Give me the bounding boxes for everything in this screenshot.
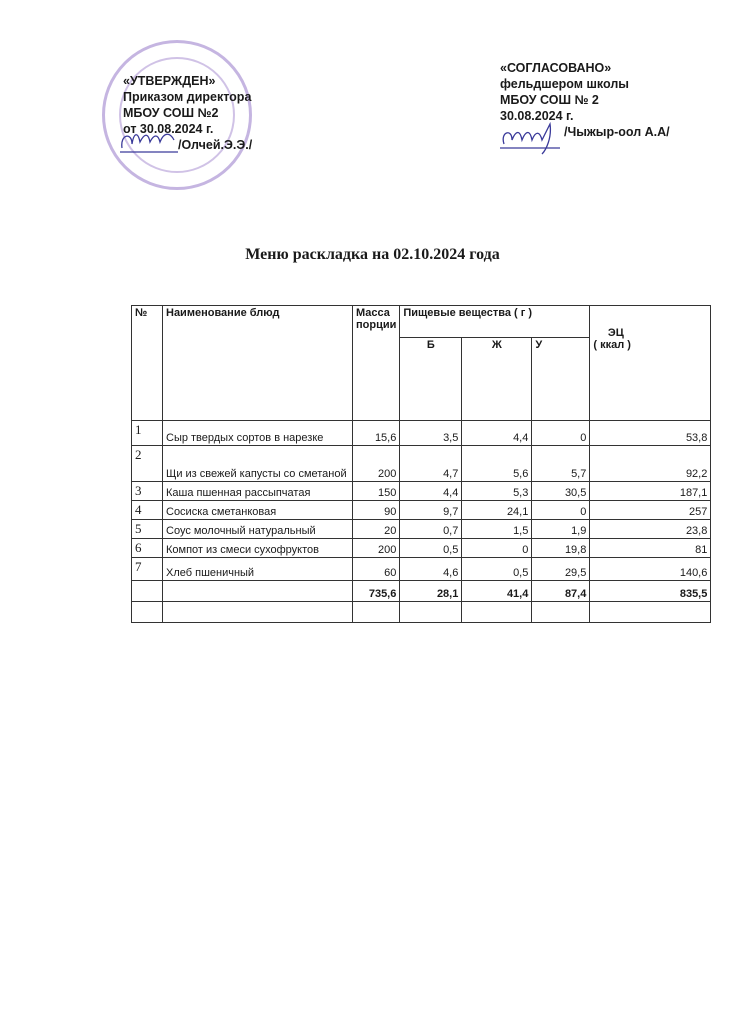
protein-value: 4,6 [399,557,463,581]
mass-value: 200 [351,538,401,558]
energy-value: 81 [589,538,712,558]
table-row: 2 Щи из свежей капусты со сметаной 200 4,7 5… [131,445,712,482]
fat-value: 24,1 [461,500,533,520]
fat-value: 5,3 [461,481,533,501]
table-row: 7 Хлеб пшеничный 60 4,6 0,5 29,5 140,6 [131,557,712,581]
mass-value: 20 [351,519,401,539]
header-energy: ЭЦ ( ккал ) [589,305,712,421]
carb-value: 30,5 [531,481,591,501]
agreement-line: 30.08.2024 г. [500,109,574,123]
row-number: 3 [131,481,163,501]
header-name: Наименование блюд [162,305,353,421]
mass-value: 90 [351,500,401,520]
total-zh: 41,4 [461,580,533,602]
approval-block: «УТВЕРЖДЕН» Приказом директора МБОУ СОШ … [123,73,252,153]
total-e: 835,5 [589,580,712,602]
school-stamp [102,40,252,190]
agreement-line: фельдшером школы [500,77,629,91]
director-signature [120,133,178,153]
mass-value: 15,6 [351,420,401,446]
carb-value: 0 [531,420,591,446]
row-number: 1 [131,420,163,446]
total-mass: 735,6 [351,580,401,602]
protein-value: 9,7 [399,500,463,520]
protein-value: 0,7 [399,519,463,539]
energy-value: 187,1 [589,481,712,501]
protein-value: 0,5 [399,538,463,558]
energy-value: 257 [589,500,712,520]
approval-line: от 30.08.2024 г. [123,122,214,136]
protein-value: 4,4 [399,481,463,501]
header-energy-unit: ( ккал ) [593,338,631,351]
carb-value: 29,5 [531,557,591,581]
dish-name: Каша пшенная рассыпчатая [162,481,353,501]
header-b: Б [399,337,463,421]
carb-value: 1,9 [531,519,591,539]
agreement-signer: /Чыжыр-оол А.А/ [564,125,670,139]
header-zh: Ж [461,337,533,421]
page-title: Меню раскладка на 02.10.2024 года [245,246,500,263]
mass-value: 200 [351,445,401,482]
fat-value: 0 [461,538,533,558]
table-header-row: № Наименование блюд Масса порции Пищевые… [131,305,712,421]
approval-line: МБОУ СОШ №2 [123,106,219,120]
agreement-block: «СОГЛАСОВАНО» фельдшером школы МБОУ СОШ … [500,60,670,140]
approval-line: «УТВЕРЖДЕН» [123,74,216,88]
carb-value: 0 [531,500,591,520]
table-row: 5 Соус молочный натуральный 20 0,7 1,5 1,9 23,… [131,519,712,539]
header-u: У [531,337,591,421]
fat-value: 5,6 [461,445,533,482]
protein-value: 4,7 [399,445,463,482]
energy-value: 23,8 [589,519,712,539]
total-b: 28,1 [399,580,463,602]
header-energy-label: ЭЦ [607,326,624,339]
dish-name: Щи из свежей капусты со сметаной [162,445,353,482]
carb-value: 19,8 [531,538,591,558]
agreement-line: «СОГЛАСОВАНО» [500,61,612,75]
approval-line: Приказом директора [123,90,252,104]
table-row: 4 Сосиска сметанковая 90 9,7 24,1 0 257 [131,500,712,520]
row-number: 2 [131,445,163,482]
energy-value: 140,6 [589,557,712,581]
dish-name: Хлеб пшеничный [162,557,353,581]
fat-value: 1,5 [461,519,533,539]
total-u: 87,4 [531,580,591,602]
row-number: 6 [131,538,163,558]
header-nutrients: Пищевые вещества ( г ) [399,305,591,338]
empty-row [131,601,712,623]
dish-name: Компот из смеси сухофруктов [162,538,353,558]
energy-value: 53,8 [589,420,712,446]
row-number: 5 [131,519,163,539]
mass-value: 60 [351,557,401,581]
energy-value: 92,2 [589,445,712,482]
fat-value: 4,4 [461,420,533,446]
header-mass: Масса порции [351,305,401,421]
protein-value: 3,5 [399,420,463,446]
table-subheader-row: Б Ж У [132,337,711,421]
agreement-line: МБОУ СОШ № 2 [500,93,599,107]
dish-name: Сосиска сметанковая [162,500,353,520]
mass-value: 150 [351,481,401,501]
row-number: 4 [131,500,163,520]
row-number: 7 [131,557,163,581]
medic-signature [500,121,560,155]
total-row: 735,6 28,1 41,4 87,4 835,5 [131,580,712,602]
dish-name: Соус молочный натуральный [162,519,353,539]
carb-value: 5,7 [531,445,591,482]
fat-value: 0,5 [461,557,533,581]
table-row: 1 Сыр твердых сортов в нарезке 15,6 3,5 4,4 0… [131,420,712,446]
header-no: № [131,305,163,421]
menu-table: № Наименование блюд Масса порции Пищевые… [131,305,712,623]
dish-name: Сыр твердых сортов в нарезке [162,420,353,446]
table-row: 6 Компот из смеси сухофруктов 200 0,5 0 19,8 8… [131,538,712,558]
table-row: 3 Каша пшенная рассыпчатая 150 4,4 5,3 30,5 18… [131,481,712,501]
approval-signer: /Олчей.Э.Э./ [178,138,253,152]
